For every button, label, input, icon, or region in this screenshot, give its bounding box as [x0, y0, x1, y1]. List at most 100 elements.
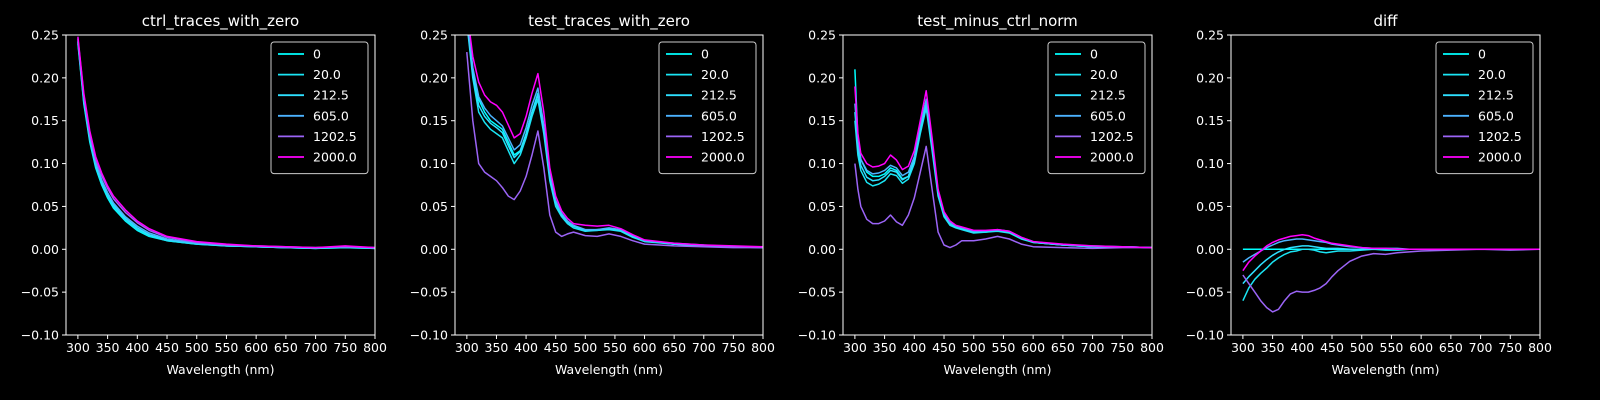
- x-tick-label: 700: [1469, 340, 1493, 355]
- axes-frame: [842, 34, 1153, 336]
- x-tick-label: 800: [363, 340, 387, 355]
- series-group: [466, 35, 763, 249]
- x-tick-label: 800: [751, 340, 775, 355]
- legend-label-2000.0: 2000.0: [701, 150, 745, 165]
- legend-label-20.0: 20.0: [701, 67, 729, 82]
- x-tick-label: 350: [96, 340, 120, 355]
- legend-label-212.5: 212.5: [313, 88, 349, 103]
- x-tick-label: 500: [962, 340, 986, 355]
- series-line-605.0: [468, 35, 763, 248]
- x-tick-label: 400: [902, 340, 926, 355]
- x-tick-label: 650: [274, 340, 298, 355]
- y-tick-label: 0.05: [420, 199, 448, 214]
- series-line-212.5: [1242, 245, 1540, 285]
- series-line-2000.0: [469, 35, 763, 248]
- x-axis-label: Wavelength (nm): [1332, 362, 1440, 377]
- x-tick-label: 650: [1051, 340, 1075, 355]
- y-tick-label: 0.05: [808, 199, 836, 214]
- series-line-2000.0: [854, 86, 1152, 249]
- chart-title: diff: [1373, 12, 1398, 30]
- y-tick-label: 0.25: [808, 28, 836, 43]
- chart-title: test_traces_with_zero: [528, 12, 690, 31]
- chart-panel-1: 300 350 400 450 500 550 600 650 700 750 800 −0.10 −0…: [21, 12, 387, 377]
- legend-label-20.0: 20.0: [1090, 67, 1118, 82]
- series-line-2000.0: [77, 36, 375, 249]
- legend-label-605.0: 605.0: [313, 108, 349, 123]
- axes-frame: [65, 34, 376, 336]
- y-tick-label: 0.10: [1196, 156, 1224, 171]
- y-tick-label: 0.00: [420, 242, 448, 257]
- legend-label-605.0: 605.0: [701, 108, 737, 123]
- legend-label-605.0: 605.0: [1090, 108, 1126, 123]
- y-tick-label: −0.05: [798, 285, 836, 300]
- chart-title: test_minus_ctrl_norm: [917, 12, 1078, 31]
- x-axis-label: Wavelength (nm): [555, 362, 663, 377]
- x-tick-label: 450: [544, 340, 568, 355]
- legend-label-0: 0: [1090, 47, 1098, 62]
- y-tick-label: 0.05: [31, 199, 59, 214]
- y-tick-label: 0.05: [1196, 199, 1224, 214]
- legend: 0 20.0 212.5 605.0 1202.5 2000.0: [658, 41, 757, 175]
- x-tick-label: 450: [932, 340, 956, 355]
- x-tick-label: 700: [1081, 340, 1105, 355]
- x-tick-label: 550: [1380, 340, 1404, 355]
- x-tick-label: 350: [873, 340, 897, 355]
- x-tick-label: 600: [1021, 340, 1045, 355]
- x-tick-label: 550: [603, 340, 627, 355]
- x-tick-label: 500: [185, 340, 209, 355]
- x-tick-label: 550: [992, 340, 1016, 355]
- x-tick-label: 600: [244, 340, 268, 355]
- legend-label-212.5: 212.5: [1090, 88, 1126, 103]
- y-tick-label: 0.15: [1196, 113, 1224, 128]
- x-tick-label: 750: [1110, 340, 1134, 355]
- x-tick-label: 300: [66, 340, 90, 355]
- y-tick-label: −0.10: [1186, 328, 1224, 343]
- series-line-2000.0: [1242, 233, 1540, 272]
- series-line-1202.5: [854, 145, 1152, 250]
- y-tick-label: 0.10: [420, 156, 448, 171]
- x-axis-label: Wavelength (nm): [944, 362, 1052, 377]
- legend-label-2000.0: 2000.0: [1090, 150, 1134, 165]
- series-group: [77, 36, 375, 250]
- y-tick-label: 0.00: [1196, 242, 1224, 257]
- chart-panel-3: 300 350 400 450 500 550 600 650 700 750 800 −0.10 −0…: [798, 12, 1164, 377]
- y-tick-label: −0.05: [21, 285, 59, 300]
- x-axis-label: Wavelength (nm): [167, 362, 275, 377]
- y-tick-label: −0.10: [798, 328, 836, 343]
- y-tick-label: 0.15: [31, 113, 59, 128]
- y-tick-label: 0.00: [31, 242, 59, 257]
- y-tick-label: 0.10: [808, 156, 836, 171]
- y-tick-label: 0.25: [31, 28, 59, 43]
- y-tick-label: 0.20: [1196, 70, 1224, 85]
- x-tick-label: 800: [1528, 340, 1552, 355]
- legend-label-20.0: 20.0: [313, 67, 341, 82]
- y-tick-label: 0.25: [1196, 28, 1224, 43]
- legend-label-212.5: 212.5: [1478, 88, 1514, 103]
- legend: 0 20.0 212.5 605.0 1202.5 2000.0: [270, 41, 369, 175]
- y-tick-label: −0.10: [410, 328, 448, 343]
- x-tick-label: 400: [514, 340, 538, 355]
- legend-label-2000.0: 2000.0: [313, 150, 357, 165]
- y-tick-label: 0.10: [31, 156, 59, 171]
- x-tick-label: 650: [1439, 340, 1463, 355]
- legend-label-1202.5: 1202.5: [1090, 129, 1134, 144]
- x-tick-label: 400: [125, 340, 149, 355]
- figure: 300 350 400 450 500 550 600 650 700 750 800 −0.10 −0…: [21, 12, 1552, 377]
- y-tick-label: 0.00: [808, 242, 836, 257]
- series-line-1202.5: [1242, 248, 1540, 313]
- x-tick-label: 400: [1290, 340, 1314, 355]
- x-tick-label: 700: [304, 340, 328, 355]
- chart-title: ctrl_traces_with_zero: [142, 12, 299, 31]
- series-group: [1242, 233, 1540, 313]
- y-tick-label: −0.05: [1186, 285, 1224, 300]
- legend-label-1202.5: 1202.5: [701, 129, 745, 144]
- x-tick-label: 700: [692, 340, 716, 355]
- y-tick-label: 0.15: [420, 113, 448, 128]
- x-tick-label: 550: [215, 340, 239, 355]
- legend: 0 20.0 212.5 605.0 1202.5 2000.0: [1435, 41, 1534, 175]
- x-tick-label: 300: [1231, 340, 1255, 355]
- x-tick-label: 750: [721, 340, 745, 355]
- x-tick-label: 750: [1498, 340, 1522, 355]
- series-line-20.0: [467, 35, 763, 249]
- series-line-20.0: [1242, 248, 1540, 302]
